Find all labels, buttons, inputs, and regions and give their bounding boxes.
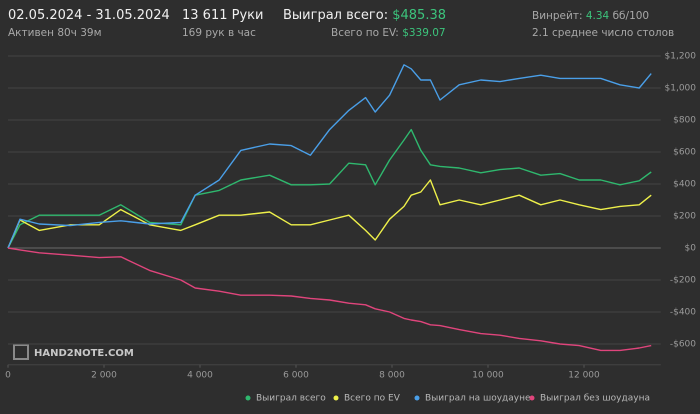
legend-label: Выиграл всего bbox=[256, 394, 326, 404]
date-range: 02.05.2024 - 31.05.2024 bbox=[8, 8, 170, 23]
x-tick-label: 12 000 bbox=[568, 371, 600, 381]
x-tick-label: 8 000 bbox=[379, 371, 405, 381]
x-tick-label: 4 000 bbox=[187, 371, 213, 381]
ev-total-label: Всего по EV: bbox=[331, 27, 399, 39]
won-total-label: Выиграл всего: bbox=[283, 8, 389, 23]
avg-tables: 2.1 среднее число столов bbox=[532, 27, 675, 39]
x-tick-label: 10 000 bbox=[472, 371, 504, 381]
y-tick-label: -$400 bbox=[670, 308, 696, 318]
x-tick-label: 0 bbox=[5, 371, 11, 381]
hands-per-hour: 169 рук в час bbox=[182, 27, 256, 39]
winrate-label: Винрейт: bbox=[532, 10, 583, 22]
y-tick-label: -$200 bbox=[670, 276, 696, 286]
winrate-value: 4.34 bbox=[585, 10, 610, 22]
legend-marker bbox=[414, 395, 420, 401]
legend-label: Выиграл на шоудауне bbox=[425, 394, 531, 404]
series-line bbox=[7, 64, 652, 249]
hands: 13 611 Руки bbox=[182, 8, 264, 23]
y-tick-label: $200 bbox=[673, 212, 696, 222]
grid bbox=[8, 55, 661, 345]
watermark: HAND2NOTE.COM bbox=[34, 348, 134, 359]
ev-total-value: $339.07 bbox=[402, 27, 446, 39]
y-tick-label: $600 bbox=[673, 148, 696, 158]
series-line bbox=[7, 247, 652, 352]
logo-icon bbox=[13, 344, 29, 360]
active-time: Активен 80ч 39м bbox=[8, 27, 102, 39]
legend-marker bbox=[529, 395, 535, 401]
legend-label: Выиграл без шоудауна bbox=[540, 394, 650, 404]
y-tick-label: $1,000 bbox=[665, 84, 697, 94]
series-line bbox=[7, 179, 652, 249]
x-tick-label: 6 000 bbox=[283, 371, 309, 381]
won-total: Выиграл всего: $485.38 bbox=[283, 8, 446, 23]
x-tick-label: 2 000 bbox=[91, 371, 117, 381]
y-tick-label: -$600 bbox=[670, 340, 696, 350]
legend-marker bbox=[245, 395, 251, 401]
y-tick-label: $1,200 bbox=[665, 52, 697, 62]
y-tick-label: $0 bbox=[685, 244, 697, 254]
series-line bbox=[7, 128, 652, 249]
winrate: Винрейт: 4.34 бб/100 bbox=[532, 10, 649, 22]
legend-marker bbox=[333, 395, 339, 401]
y-tick-label: $400 bbox=[673, 180, 696, 190]
ev-total: Всего по EV: $339.07 bbox=[331, 27, 446, 39]
won-total-value: $485.38 bbox=[392, 8, 446, 23]
y-tick-label: $800 bbox=[673, 116, 696, 126]
winrate-unit: бб/100 bbox=[612, 10, 650, 22]
legend-label: Всего по EV bbox=[344, 394, 401, 404]
